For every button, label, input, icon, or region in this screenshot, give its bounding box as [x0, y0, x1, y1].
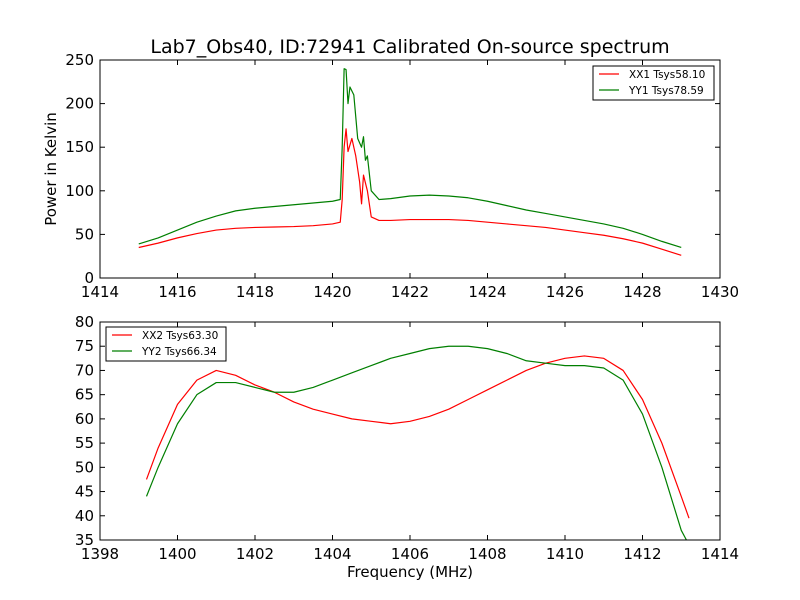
- y-tick-label: 0: [84, 269, 94, 287]
- x-tick-label: 1418: [236, 283, 274, 301]
- y-tick-label: 45: [75, 483, 94, 501]
- top-y-axis-label: Power in Kelvin: [42, 112, 60, 226]
- top-axes-frame: [99, 59, 721, 279]
- bottom-axes-frame: [99, 321, 721, 541]
- x-tick-label: 1424: [468, 283, 506, 301]
- x-tick-label: 1412: [623, 545, 661, 563]
- bottom-legend-label-yy2: YY2 Tsys66.34: [141, 346, 217, 358]
- x-tick-label: 1430: [701, 283, 739, 301]
- y-tick-label: 250: [65, 51, 94, 69]
- x-tick-label: 1398: [81, 545, 119, 563]
- x-tick-label: 1414: [701, 545, 739, 563]
- x-tick-label: 1426: [546, 283, 584, 301]
- top-legend: XX1 Tsys58.10 YY1 Tsys78.59: [592, 65, 715, 101]
- x-tick-label: 1408: [468, 545, 506, 563]
- y-tick-label: 55: [75, 434, 94, 452]
- top-x-ticks: 1414 1416 1418 1420 1422 1424 1426 1428 1430: [81, 60, 739, 301]
- y-tick-label: 35: [75, 531, 94, 549]
- x-tick-label: 1402: [236, 545, 274, 563]
- y-tick-label: 100: [65, 182, 94, 200]
- bottom-x-axis-label: Frequency (MHz): [347, 563, 473, 581]
- x-tick-label: 1410: [546, 545, 584, 563]
- y-tick-label: 80: [75, 313, 94, 331]
- x-tick-label: 1422: [391, 283, 429, 301]
- bottom-series: [145, 345, 690, 540]
- y-tick-label: 150: [65, 138, 94, 156]
- y-tick-label: 200: [65, 95, 94, 113]
- top-chart: 1414 1416 1418 1420 1422 1424 1426 1428 1430 0 50…: [42, 51, 739, 301]
- x-tick-label: 1400: [158, 545, 196, 563]
- x-tick-label: 1404: [313, 545, 351, 563]
- y-tick-label: 70: [75, 361, 94, 379]
- series-line-yy1: [138, 68, 682, 249]
- y-tick-label: 60: [75, 410, 94, 428]
- y-tick-label: 40: [75, 507, 94, 525]
- x-tick-label: 1416: [158, 283, 196, 301]
- x-tick-label: 1420: [313, 283, 351, 301]
- top-legend-label-yy1: YY1 Tsys78.59: [628, 85, 704, 97]
- y-tick-label: 65: [75, 386, 94, 404]
- y-tick-label: 50: [75, 458, 94, 476]
- top-series: [138, 68, 682, 256]
- bottom-legend-label-xx2: XX2 Tsys63.30: [142, 330, 218, 342]
- bottom-x-ticks: 1398 1400 1402 1404 1406 1408 1410 1412 1414: [81, 322, 739, 563]
- top-legend-box: [592, 65, 715, 101]
- top-y-ticks: 0 50 100 150 200 250: [65, 51, 720, 287]
- bottom-legend-box: [105, 326, 227, 362]
- bottom-y-ticks: 35 40 45 50 55 60 65 70 75 80: [75, 313, 720, 549]
- series-line-xx2: [145, 355, 690, 519]
- x-tick-label: 1406: [391, 545, 429, 563]
- bottom-chart: 1398 1400 1402 1404 1406 1408 1410 1412 1414 35 4…: [75, 313, 739, 581]
- bottom-legend: XX2 Tsys63.30 YY2 Tsys66.34: [105, 326, 227, 362]
- y-tick-label: 50: [75, 225, 94, 243]
- x-tick-label: 1428: [623, 283, 661, 301]
- top-legend-label-xx1: XX1 Tsys58.10: [629, 69, 705, 81]
- x-tick-label: 1414: [81, 283, 119, 301]
- figure-title: Lab7_Obs40, ID:72941 Calibrated On-sourc…: [150, 36, 669, 58]
- series-line-xx1: [138, 128, 682, 256]
- series-line-yy2: [145, 345, 688, 540]
- y-tick-label: 75: [75, 337, 94, 355]
